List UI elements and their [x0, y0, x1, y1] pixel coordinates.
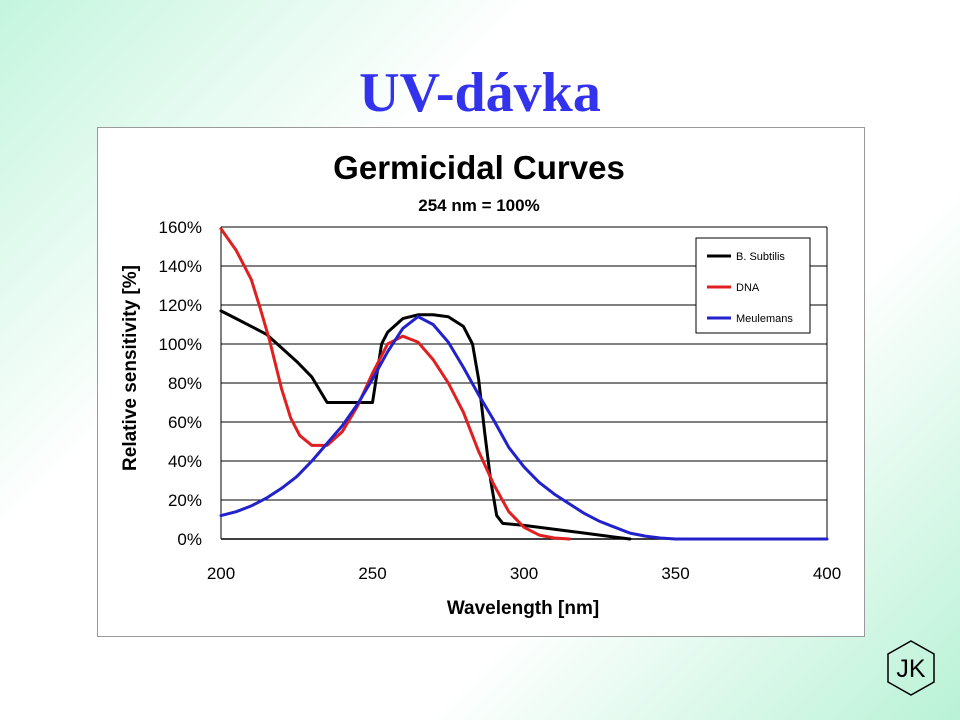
- legend-label-meulemans: Meulemans: [736, 313, 793, 325]
- y-tick-label: 100%: [159, 335, 202, 354]
- chart-subtitle: 254 nm = 100%: [418, 196, 539, 215]
- y-tick-label: 60%: [168, 413, 202, 432]
- x-axis-label: Wavelength [nm]: [447, 598, 599, 619]
- series-lines: [219, 227, 829, 541]
- tick-labels: 0% 20% 40% 60% 80% 100% 120% 140% 160% 200 250 300 3…: [159, 218, 842, 583]
- logo-text: JK: [896, 655, 926, 683]
- legend: B. Subtilis DNA Meulemans: [695, 237, 811, 334]
- jk-logo: JK: [887, 640, 935, 696]
- x-tick-label: 200: [207, 564, 235, 583]
- legend-label-b-subtilis: B. Subtilis: [736, 251, 785, 263]
- x-tick-label: 350: [661, 564, 689, 583]
- germicidal-curves-chart: Germicidal Curves 254 nm = 100% Relative…: [120, 149, 842, 619]
- y-tick-label: 120%: [159, 296, 202, 315]
- y-tick-label: 140%: [159, 257, 202, 276]
- y-tick-label: 40%: [168, 452, 202, 471]
- y-tick-label: 20%: [168, 491, 202, 510]
- y-tick-label: 160%: [159, 218, 202, 237]
- y-tick-label: 80%: [168, 374, 202, 393]
- legend-label-dna: DNA: [736, 282, 760, 294]
- y-axis-label: Relative sensitivity [%]: [120, 265, 141, 471]
- y-tick-label: 0%: [177, 530, 202, 549]
- series-line-dna: [219, 227, 571, 541]
- series-line-meulemans: [219, 315, 829, 541]
- slide-title: UV-dávka: [359, 62, 601, 124]
- logo-hexagon: [887, 640, 935, 696]
- x-tick-label: 400: [813, 564, 841, 583]
- series-line-b-subtilis: [219, 309, 632, 541]
- legend-items: B. Subtilis DNA Meulemans: [707, 251, 793, 325]
- chart-title: Germicidal Curves: [333, 149, 625, 186]
- x-tick-label: 250: [358, 564, 386, 583]
- gridlines: [221, 226, 827, 501]
- chart-panel: Germicidal Curves 254 nm = 100% Relative…: [97, 127, 865, 637]
- x-tick-label: 300: [510, 564, 538, 583]
